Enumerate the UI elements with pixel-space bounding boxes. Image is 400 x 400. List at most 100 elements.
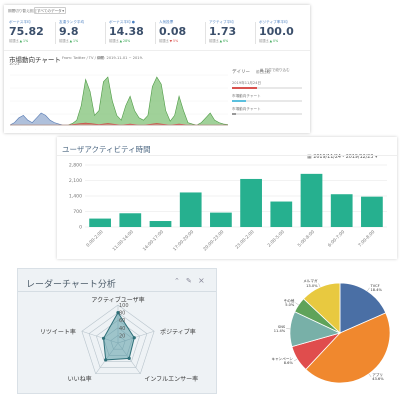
bar <box>179 192 202 227</box>
pie-slice-label: キャンペーン 8.6% <box>271 357 293 366</box>
daily-item-bar <box>232 113 302 115</box>
pie-leader-line <box>293 358 298 362</box>
stat-card: 人気投票 0.08 前週比 ▼ 5% <box>159 20 195 48</box>
stat-change-prefix: 前週比 <box>59 39 69 43</box>
radar-chart-title: レーダーチャート分析 <box>26 280 116 290</box>
stat-value: 100.0 <box>259 25 294 38</box>
stat-change: 前週比 ▲ 1% <box>9 38 45 43</box>
x-tick-label: · <box>160 128 161 131</box>
stat-separator <box>55 22 56 44</box>
stat-label: ボーナス平均 ● <box>109 20 135 24</box>
radar-tick-label: 100 <box>119 303 129 309</box>
stat-card: 友達ランク平均 9.8 前週比 ▲ 1% <box>59 20 95 48</box>
x-tick-label: · <box>12 128 13 131</box>
period-select-value: すべてのデータ <box>37 9 62 13</box>
x-tick-label: · <box>98 128 99 131</box>
radar-chart-panel: レーダーチャート分析 ⌃ ✎ × 20 40 60 80 100 アクティブユーザ率 ポジ… <box>17 268 217 394</box>
x-tick-label: · <box>74 128 75 131</box>
stat-change: 前週比 ▲ 6% <box>209 38 245 43</box>
radar-tick-label: 80 <box>119 311 125 317</box>
date-filter-link[interactable]: ▦ 日付で絞り込む <box>260 68 290 72</box>
date-range-picker[interactable]: ▦ 2019/11/24 - 2019/12/23 ▾ <box>307 143 378 160</box>
x-tick-label: · <box>168 128 169 131</box>
radar-grid-ring <box>88 312 148 368</box>
radar-grid-ring <box>110 335 126 350</box>
x-tick-label: 7:00-8:00 <box>357 229 376 248</box>
caret-down-icon: ▾ <box>373 154 378 160</box>
x-tick-label: · <box>67 128 68 131</box>
radar-axis <box>117 330 155 344</box>
bar <box>210 212 232 227</box>
bar <box>89 218 111 227</box>
chevron-down-icon: ▾ <box>62 9 64 13</box>
stat-value: 14.38 <box>109 25 144 38</box>
bar <box>119 213 142 227</box>
stat-value: 0.08 <box>159 25 187 38</box>
radar-axis-label: いいね率 <box>67 375 92 383</box>
x-tick-label: · <box>223 128 224 131</box>
pie-leader-line <box>295 302 299 306</box>
radar-axis-label: アクティブユーザ率 <box>91 297 145 304</box>
market-chart-period: 期間: 2019-11-01 ~ 2019- <box>97 56 144 60</box>
radar-series-area <box>103 311 135 361</box>
stat-separator <box>155 22 156 44</box>
wrench-icon[interactable]: ✎ <box>186 277 192 285</box>
stat-label: ボーナス平均 <box>9 20 31 24</box>
pie-slice <box>302 282 341 334</box>
pie-leader-line <box>367 287 370 292</box>
radar-tick-label: 60 <box>119 318 125 324</box>
stat-separator <box>205 22 206 44</box>
x-tick-label: · <box>184 128 185 131</box>
divider <box>57 155 397 156</box>
x-tick-label: 20:00-23:00 <box>202 229 225 252</box>
y-tick-label: 700 <box>73 209 82 215</box>
stat-value: 9.8 <box>59 25 79 38</box>
daily-subtitle: 前日比較 <box>256 70 271 74</box>
stat-change: 前週比 ▼ 5% <box>159 38 195 43</box>
x-tick-label: · <box>106 128 107 131</box>
daily-panel: デイリー 前日比較 2019年11月24日 市場動向チャート 市場動向チャート <box>232 69 306 129</box>
x-tick-label: 2:00-5:00 <box>266 229 285 248</box>
stat-change-value: ▲ 6% <box>219 39 229 43</box>
pie-leader-line <box>368 373 372 378</box>
stat-change: 前週比 ▲ 1% <box>59 38 95 43</box>
daily-item-fill <box>232 87 257 89</box>
stat-change-value: ▲ 1% <box>69 39 79 43</box>
x-tick-label: · <box>199 128 200 131</box>
x-tick-label: · <box>90 128 91 131</box>
period-selector-label: 期間切り替え設定 <box>8 9 37 13</box>
stat-change-value: ▼ 5% <box>169 39 179 43</box>
activity-chart-title: ユーザアクティビティ時間 <box>62 145 151 154</box>
x-tick-label: · <box>28 128 29 131</box>
daily-item-bar <box>232 100 302 102</box>
x-tick-label: 17:00-20:00 <box>172 229 195 252</box>
radar-axis-label: リツイート率 <box>39 329 76 337</box>
market-trend-chart: · · · · · · · · · · · · · · · · · · · · · · · · · · · · <box>10 74 228 131</box>
radar-tick-label: 20 <box>119 333 125 339</box>
x-tick-label: · <box>137 128 138 131</box>
pie-slice-label: メルマガ 13.0% <box>303 279 318 288</box>
bar <box>300 173 323 227</box>
x-tick-label: · <box>20 128 21 131</box>
stat-change-prefix: 前週比 <box>259 39 269 43</box>
bar <box>270 201 293 227</box>
daily-item-label: 2019年11月24日 <box>232 81 262 85</box>
user-activity-panel: ユーザアクティビティ時間 ▦ 2019/11/24 - 2019/12/23 ▾… <box>57 137 397 259</box>
period-select[interactable]: すべてのデータ ▾ <box>34 7 66 14</box>
x-tick-label: · <box>59 128 60 131</box>
stat-change: 前週比 ▲ 28% <box>109 38 145 43</box>
stat-label: アクティブ平均 <box>209 20 234 24</box>
close-icon[interactable]: × <box>198 276 205 285</box>
stat-card: ボーナス平均 75.82 前週比 ▲ 1% <box>9 20 45 48</box>
bar <box>149 221 172 227</box>
pie-slice <box>305 312 391 384</box>
pie-chart <box>286 282 391 384</box>
stat-card: ポジティブ率平均 100.0 前週比 ▲ 0% <box>259 20 295 48</box>
date-range-value: 2019/11/24 - 2019/12/23 <box>313 155 374 160</box>
radar-point <box>132 336 136 340</box>
y-tick-label: 2,100 <box>69 178 82 184</box>
radar-axis-label: ポジティブ率 <box>160 329 196 337</box>
collapse-icon[interactable]: ⌃ <box>174 277 180 285</box>
radar-axis <box>81 330 119 344</box>
